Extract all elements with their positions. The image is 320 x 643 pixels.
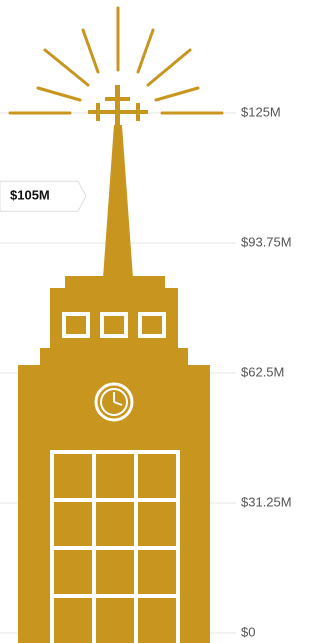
chart: $0 $31.25M $62.5M $93.75M $125M $105M	[0, 0, 303, 643]
y-tick-label: $0	[241, 624, 255, 639]
y-tick-label: $31.25M	[241, 494, 292, 509]
value-label: $105M	[10, 188, 50, 203]
page: {"chart_data": {"type": "pictorial", "va…	[0, 0, 320, 643]
building	[10, 8, 222, 643]
y-tick-label: $125M	[241, 104, 281, 119]
y-tick-label: $93.75M	[241, 234, 292, 249]
y-tick-label: $62.5M	[241, 364, 284, 379]
